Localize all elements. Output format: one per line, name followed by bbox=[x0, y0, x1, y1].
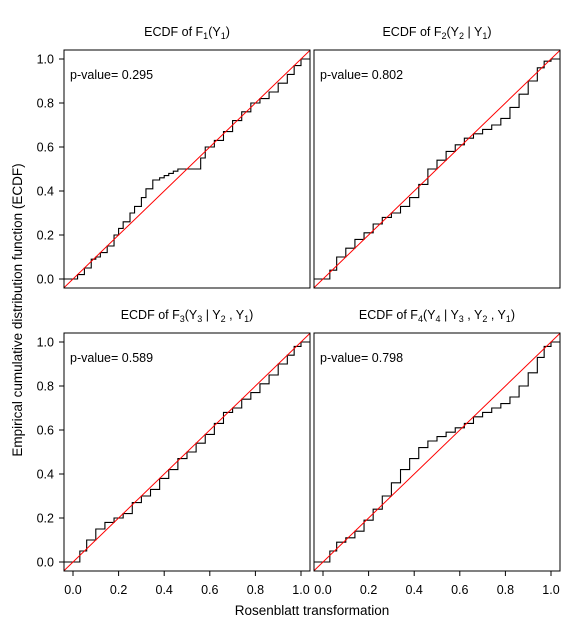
panel-title-part: 3 bbox=[459, 314, 464, 324]
y-tick-label: 1.0 bbox=[37, 336, 54, 350]
panel-title-part: 2 bbox=[482, 314, 487, 324]
p-value-label: p-value= 0.589 bbox=[70, 351, 153, 365]
panel-title: ECDF of F2(Y2 | Y1) bbox=[382, 25, 491, 41]
panel-title-part: | Y bbox=[464, 25, 483, 39]
x-tick-label: 0.8 bbox=[497, 583, 514, 597]
panel-title-part: (Y bbox=[423, 308, 436, 322]
reference-diagonal-line bbox=[314, 333, 560, 571]
y-tick-label: 0.6 bbox=[37, 141, 54, 155]
panel-frame bbox=[63, 332, 311, 572]
panel-title: ECDF of F4(Y4 | Y3 , Y2 , Y1) bbox=[359, 308, 515, 324]
reference-diagonal-line bbox=[314, 50, 560, 288]
y-tick-label: 0.6 bbox=[37, 424, 54, 438]
p-value-label: p-value= 0.802 bbox=[320, 68, 403, 82]
panel-title-part: , Y bbox=[487, 308, 506, 322]
panel-title: ECDF of F3(Y3 | Y2 , Y1) bbox=[121, 308, 254, 324]
p-value-label: p-value= 0.798 bbox=[320, 351, 403, 365]
panel-title-part: ) bbox=[487, 25, 491, 39]
x-tick-label: 0.6 bbox=[201, 583, 218, 597]
panel-frame bbox=[313, 332, 561, 572]
panel-title-part: 2 bbox=[442, 31, 447, 41]
y-tick-label: 1.0 bbox=[37, 53, 54, 67]
panel-title-part: ECDF of F bbox=[121, 308, 180, 322]
panel-title-part: , Y bbox=[464, 308, 483, 322]
panel-title-part: 1 bbox=[221, 31, 226, 41]
x-tick-label: 0.6 bbox=[451, 583, 468, 597]
ecdf-step-line bbox=[64, 58, 310, 280]
ecdf-step-line bbox=[314, 58, 560, 280]
x-tick-label: 0.4 bbox=[156, 583, 173, 597]
x-tick-label: 1.0 bbox=[542, 583, 559, 597]
ecdf-panel-1: ECDF of F1(Y1)p-value= 0.2950.00.20.40.6… bbox=[37, 25, 311, 289]
panel-title-part: ) bbox=[249, 308, 253, 322]
x-tick-label: 0.0 bbox=[64, 583, 81, 597]
panel-title-part: 3 bbox=[197, 314, 202, 324]
y-tick-label: 0.4 bbox=[37, 185, 54, 199]
panel-title-part: 1 bbox=[506, 314, 511, 324]
panel-title-part: (Y bbox=[185, 308, 198, 322]
y-tick-label: 0.8 bbox=[37, 380, 54, 394]
panel-title-part: 1 bbox=[203, 31, 208, 41]
panel-title-part: ECDF of F bbox=[359, 308, 418, 322]
panel-frame bbox=[313, 49, 561, 289]
panel-title-part: 4 bbox=[418, 314, 423, 324]
y-tick-label: 0.8 bbox=[37, 97, 54, 111]
reference-diagonal-line bbox=[64, 333, 310, 571]
panel-title-part: 2 bbox=[221, 314, 226, 324]
panel-title-part: , Y bbox=[226, 308, 245, 322]
p-value-label: p-value= 0.295 bbox=[70, 68, 153, 82]
ecdf-panel-4: ECDF of F4(Y4 | Y3 , Y2 , Y1)p-value= 0.… bbox=[313, 308, 561, 572]
y-tick-label: 0.0 bbox=[37, 556, 54, 570]
figure-y-label: Empirical cumulative distribution functi… bbox=[10, 163, 25, 456]
panel-title-part: 1 bbox=[482, 31, 487, 41]
panel-title-part: 2 bbox=[459, 31, 464, 41]
panel-title-part: (Y bbox=[208, 25, 221, 39]
panel-frame bbox=[63, 49, 311, 289]
ecdf-panel-3: ECDF of F3(Y3 | Y2 , Y1)p-value= 0.5890.… bbox=[37, 308, 311, 572]
y-tick-label: 0.2 bbox=[37, 512, 54, 526]
panel-title: ECDF of F1(Y1) bbox=[144, 25, 230, 41]
y-tick-label: 0.0 bbox=[37, 273, 54, 287]
panel-title-part: 4 bbox=[435, 314, 440, 324]
x-tick-label: 0.2 bbox=[360, 583, 377, 597]
y-tick-label: 0.2 bbox=[37, 229, 54, 243]
reference-diagonal-line bbox=[64, 50, 310, 288]
panel-title-part: 1 bbox=[244, 314, 249, 324]
x-tick-label: 0.8 bbox=[247, 583, 264, 597]
y-tick-label: 0.4 bbox=[37, 468, 54, 482]
panel-title-part: ) bbox=[226, 25, 230, 39]
panel-title-part: ECDF of F bbox=[144, 25, 203, 39]
x-tick-label: 1.0 bbox=[292, 583, 309, 597]
x-tick-label: 0.0 bbox=[314, 583, 331, 597]
x-tick-label: 0.4 bbox=[406, 583, 423, 597]
panel-title-part: | Y bbox=[440, 308, 459, 322]
x-tick-label: 0.2 bbox=[110, 583, 127, 597]
panel-title-part: ) bbox=[511, 308, 515, 322]
panel-title-part: 3 bbox=[180, 314, 185, 324]
panel-title-part: (Y bbox=[447, 25, 460, 39]
figure-x-label: Rosenblatt transformation bbox=[235, 603, 390, 618]
ecdf-panel-2: ECDF of F2(Y2 | Y1)p-value= 0.802 bbox=[313, 25, 561, 289]
panel-title-part: | Y bbox=[202, 308, 221, 322]
panel-title-part: ECDF of F bbox=[382, 25, 441, 39]
